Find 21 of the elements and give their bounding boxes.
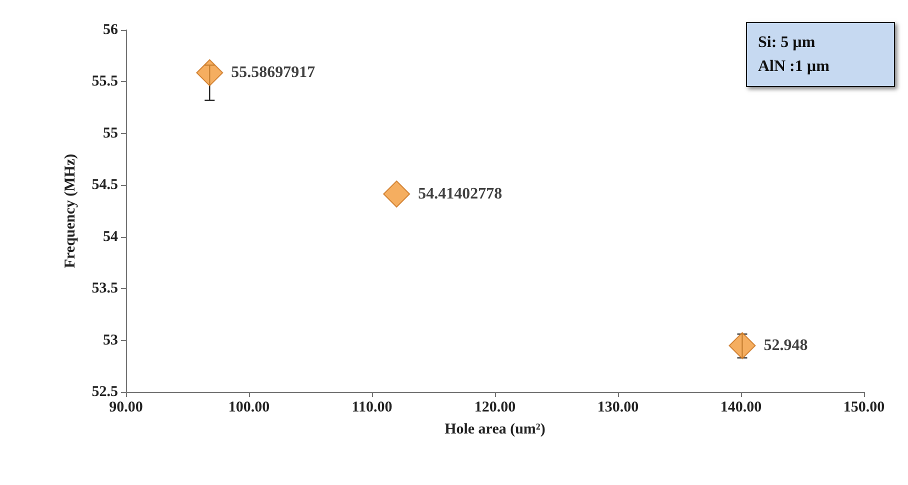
data-label: 55.58697917	[231, 64, 316, 82]
x-tick-label: 90.00	[109, 400, 143, 416]
y-axis-title: Frequency (MHz)	[62, 154, 78, 268]
x-tick-label: 130.00	[597, 400, 639, 416]
y-tick-label: 54	[103, 228, 118, 245]
x-tick-label: 150.00	[843, 400, 885, 416]
y-tick-label: 54.5	[92, 177, 118, 194]
y-tick-label: 52.5	[92, 384, 118, 400]
annotation: Si: 5 µm AlN :1 µm	[758, 33, 830, 77]
data-label: 54.41402778	[418, 186, 502, 203]
y-tick-label: 55.5	[92, 74, 118, 90]
y-tick-label: 56	[103, 22, 118, 38]
x-tick-label: 120.00	[474, 400, 516, 416]
x-tick-label: 140.00	[720, 400, 762, 416]
x-axis-title: Hole area (um²)	[444, 422, 546, 438]
y-tick-label: 53.5	[92, 280, 118, 297]
x-tick-label: 100.00	[228, 400, 270, 416]
y-tick-label: 53	[103, 332, 118, 348]
x-tick-label: 110.00	[352, 400, 392, 416]
y-tick-label: 55	[103, 125, 118, 142]
data-label: 52.948	[764, 337, 808, 354]
